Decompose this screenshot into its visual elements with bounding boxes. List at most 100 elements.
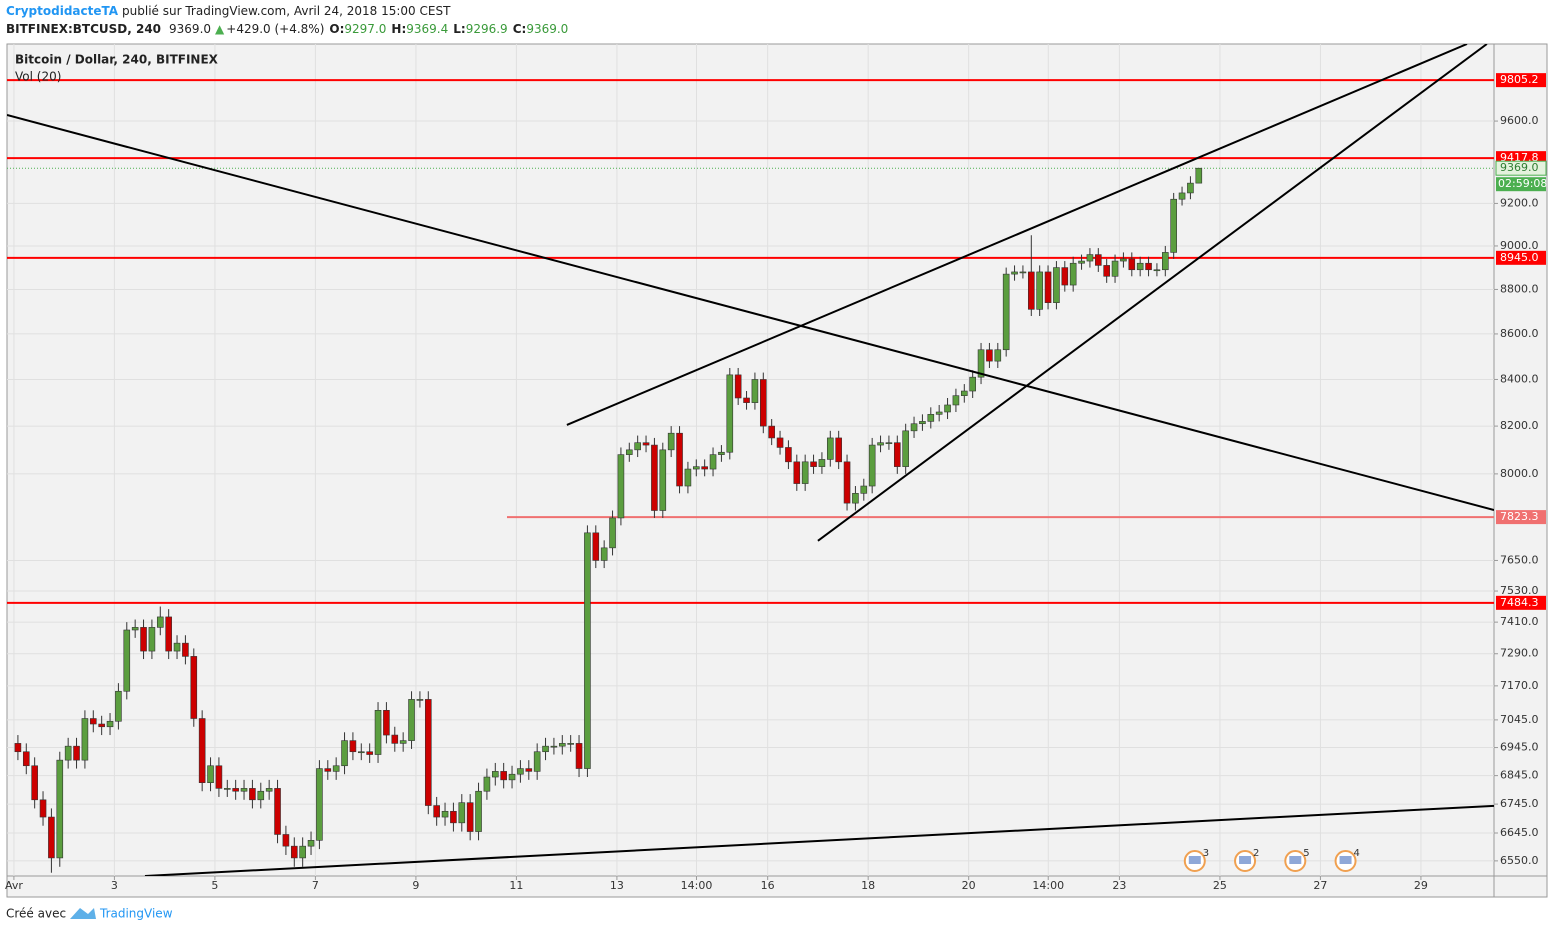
candle-body [550,745,558,748]
o-value: 9297.0 [344,22,386,36]
candle-body [818,459,826,467]
candle-body [935,411,943,415]
candle-body [324,768,332,772]
candle-body [475,790,482,832]
candle-body [131,627,139,631]
y-tick-label: 7170.0 [1500,679,1539,692]
header-line: CryptodidacteTA publié sur TradingView.co… [6,4,451,18]
candle-body [1027,271,1035,310]
candle-body [868,444,876,487]
candle-body [1019,271,1027,274]
l-label: L: [453,22,465,36]
event-flag [1188,856,1201,864]
candle-body [240,788,248,792]
candle-body [81,718,89,761]
candle-body [592,532,600,561]
y-tick-label: 9200.0 [1500,196,1539,209]
candle-body [89,718,97,725]
candle-body [173,642,181,652]
level-label-box [1496,250,1546,265]
candle-body [341,740,348,767]
candle-body [533,751,541,772]
plot: Avr 3 5 7 9 11 13 14:00 16 18 20 14:00 23 25 27 296550.… [5,44,1547,892]
candle-body [31,765,38,801]
candle-body [525,768,533,772]
symbol-line: BITFINEX:BTCUSD, 240 9369.0 ▲ +429.0 (+4.8%… [6,22,568,36]
candle-body [843,461,851,504]
candle-body [651,444,658,511]
h-label: H: [391,22,406,36]
level-label: 7823.3 [1500,510,1539,523]
candle-body [374,709,382,755]
candle-body [977,349,985,378]
level-label: 8945.0 [1500,251,1539,264]
candle-body [684,468,692,487]
candle-body [491,771,499,778]
candle-body [718,451,725,455]
candle-body [1011,271,1018,275]
candle-body [517,768,524,775]
candle-body [1086,254,1094,262]
candle-body [751,379,759,403]
trendline [817,44,1488,542]
c-value: 9369.0 [526,22,568,36]
x-tick-label: 13 [610,879,624,892]
l-value: 9296.9 [466,22,508,36]
candle-body [1161,252,1169,271]
author[interactable]: CryptodidacteTA [6,4,119,18]
y-tick-label: 9600.0 [1500,114,1539,127]
brand[interactable]: TradingView [99,907,173,921]
candle-body [399,740,407,744]
candle-body [1103,265,1110,277]
candle-body [249,788,256,801]
candle-body [441,810,449,818]
candle-body [617,454,625,519]
level-label-box [1496,595,1546,610]
x-tick-label: 16 [761,879,775,892]
y-tick-label: 6745.0 [1500,797,1539,810]
candle-body [383,709,390,736]
candle-body [458,802,466,824]
x-tick-label: 23 [1112,879,1126,892]
c-label: C: [513,22,527,36]
candle-body [1061,267,1069,286]
candle-body [408,699,415,741]
candle-body [207,765,214,784]
candle-body [391,734,399,744]
candle-body [625,449,633,455]
x-tick-label: 18 [861,879,875,892]
candle-body [776,437,784,448]
candle-body [223,788,231,790]
candle-body [483,776,491,792]
candle-body [48,816,55,859]
event-flag [1289,856,1302,864]
y-tick-label: 8000.0 [1500,467,1539,480]
candle-body [156,616,164,628]
candle-body [810,461,817,467]
x-tick-label: 9 [412,879,419,892]
y-tick-label: 6645.0 [1500,826,1539,839]
trendline [7,114,1494,511]
current-price-label: 9369.0 [1500,161,1539,174]
candle-body [826,437,834,460]
candle-body [1145,262,1152,271]
candle-body [165,616,172,652]
chart-frame [6,43,1548,898]
candle-body [148,627,156,652]
candle-body [1053,267,1060,303]
candle-body [307,840,315,847]
trendline [144,804,1494,876]
candle-body [232,788,239,792]
x-tick-label: 27 [1313,879,1327,892]
candle-body [424,699,432,806]
candle-body [1136,262,1144,271]
change: +429.0 (+4.8%) [226,22,324,36]
candle-body [1128,258,1136,271]
candle-body [140,627,147,652]
candle-body [709,454,717,470]
candle-body [726,374,734,453]
candle-body [500,771,507,781]
candle-body [835,437,842,463]
x-tick-label: 3 [111,879,118,892]
event-count: 2 [1253,848,1259,859]
